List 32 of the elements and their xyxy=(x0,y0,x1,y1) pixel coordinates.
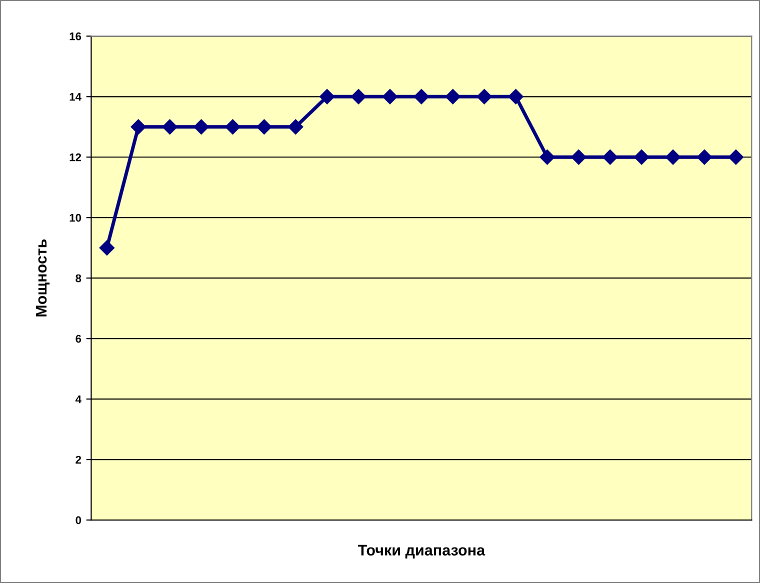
y-tick-label: 12 xyxy=(70,153,82,162)
point xyxy=(99,240,114,256)
point xyxy=(508,89,524,104)
point xyxy=(602,150,618,165)
y-tick-label: 14 xyxy=(70,93,82,101)
point xyxy=(162,119,178,134)
point xyxy=(476,89,492,104)
y-tick-label: 0 xyxy=(76,516,82,524)
point xyxy=(256,119,272,134)
point xyxy=(445,89,460,104)
point xyxy=(194,119,209,134)
point xyxy=(634,150,650,165)
point xyxy=(571,150,586,165)
point xyxy=(696,150,712,165)
y-tick-label: 16 xyxy=(70,32,82,40)
y-tick-label: 10 xyxy=(70,214,82,222)
point xyxy=(225,119,240,134)
point xyxy=(665,150,681,165)
point xyxy=(350,89,366,104)
y-axis-title: Мощность xyxy=(36,239,50,316)
point xyxy=(414,89,429,104)
point xyxy=(288,119,304,134)
point xyxy=(130,119,146,134)
y-tick-label: 6 xyxy=(76,334,82,343)
point xyxy=(382,89,398,104)
y-tick-label: 4 xyxy=(75,395,82,404)
x-axis-title: Точки диапазона xyxy=(358,544,486,558)
y-tick-label: 2 xyxy=(76,456,82,464)
point xyxy=(728,150,744,165)
point xyxy=(540,150,555,165)
y-tick-label: 8 xyxy=(76,274,82,282)
point xyxy=(320,89,335,104)
